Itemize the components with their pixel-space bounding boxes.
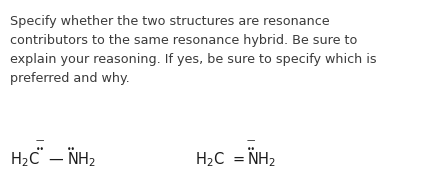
Text: NH$_2$: NH$_2$ — [67, 150, 96, 169]
Text: ••: •• — [246, 145, 255, 154]
Text: H$_2$C: H$_2$C — [195, 150, 224, 169]
Text: NH$_2$: NH$_2$ — [247, 150, 276, 169]
Text: H$_2$C: H$_2$C — [10, 150, 39, 169]
Text: preferred and why.: preferred and why. — [10, 72, 130, 85]
Text: ••: •• — [66, 145, 76, 154]
Text: =: = — [233, 152, 245, 167]
Text: —: — — [36, 136, 44, 145]
Text: contributors to the same resonance hybrid. Be sure to: contributors to the same resonance hybri… — [10, 34, 358, 47]
Text: ••: •• — [35, 145, 44, 154]
Text: explain your reasoning. If yes, be sure to specify which is: explain your reasoning. If yes, be sure … — [10, 53, 377, 66]
Text: —: — — [247, 136, 255, 145]
Text: —: — — [48, 152, 63, 167]
Text: Specify whether the two structures are resonance: Specify whether the two structures are r… — [10, 15, 330, 28]
